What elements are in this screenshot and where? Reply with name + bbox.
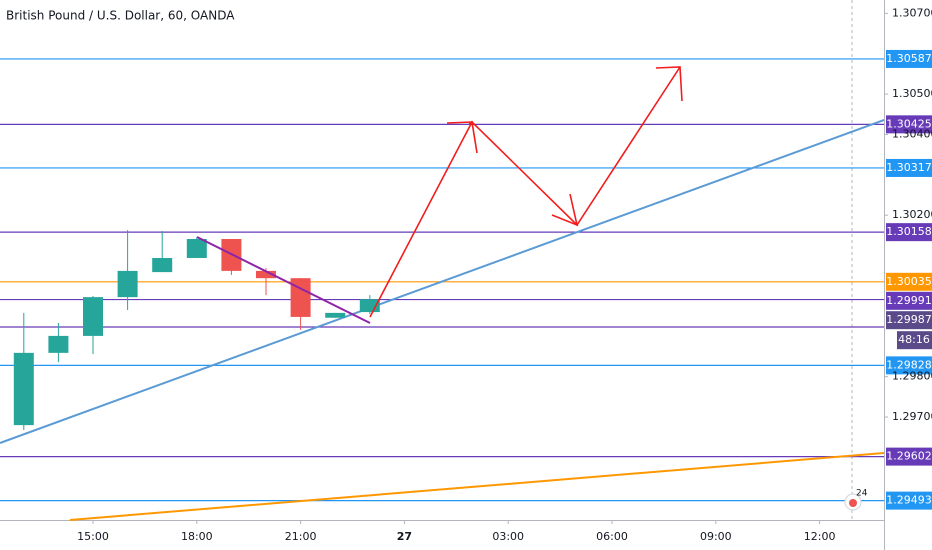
level-label: 1.30587 [886,52,932,65]
candle-body [152,257,173,273]
x-tick-label: 15:00 [77,530,109,543]
x-tick-label: 18:00 [181,530,213,543]
x-tick-label: 03:00 [492,530,524,543]
y-tick-label: 1.30500 [892,87,932,100]
level-label-box [886,291,932,310]
last-price-label-box [886,311,932,330]
level-label-box [886,158,932,177]
level-label-box [886,491,932,510]
trend-line [0,119,885,444]
arrow-head [655,66,683,102]
y-tick-label: 1.30200 [892,208,932,221]
level-label-box [886,49,932,68]
level-label: 1.29828 [886,358,932,371]
event-badge: 24 [856,489,868,499]
level-label: 1.30317 [886,161,932,174]
forecast-arrow [369,66,681,318]
candle-body [290,278,311,317]
x-tick-label: 06:00 [596,530,628,543]
trend-line [69,452,885,521]
arrow-head [446,121,473,124]
y-tick-label: 1.29800 [892,370,932,383]
level-label: 1.29991 [886,294,932,307]
x-tick-label: 27 [397,530,412,543]
candle-body [48,335,69,353]
level-label-box [886,115,932,134]
candle-body [83,297,104,336]
trend-line [196,236,371,324]
flag-icon [849,499,857,507]
last-price-label: 1.29987 [886,313,932,326]
candle-body [256,270,277,279]
arrow-head [551,193,579,227]
level-label: 1.30158 [886,225,932,238]
x-tick-label: 21:00 [285,530,317,543]
candle-body [117,270,138,298]
candle-body [13,352,34,426]
level-label: 1.29602 [886,450,932,463]
y-tick-label: 1.29700 [892,410,932,423]
level-label: 1.29493 [886,494,932,507]
levels: 1.30587 1.30425 1.30317 1.30158 1.30035 1.299… [0,49,932,510]
y-tick-label: 1.30700 [892,6,932,19]
level-label: 1.30425 [886,117,932,130]
level-label-box [886,223,932,242]
candle-body [325,312,346,318]
y-tick-label: 1.30400 [892,127,932,140]
countdown: 48:16 [898,333,930,346]
x-tick-label: 12:00 [804,530,836,543]
level-label: 1.30035 [886,275,932,288]
candle-body [186,239,207,258]
candles [13,230,380,430]
chart-title: British Pound / U.S. Dollar, 60, OANDA [6,9,235,23]
level-label-box [886,272,932,291]
level-label-box [886,447,932,466]
level-label-box [886,356,932,375]
countdown-box [897,331,932,350]
x-tick-label: 09:00 [700,530,732,543]
